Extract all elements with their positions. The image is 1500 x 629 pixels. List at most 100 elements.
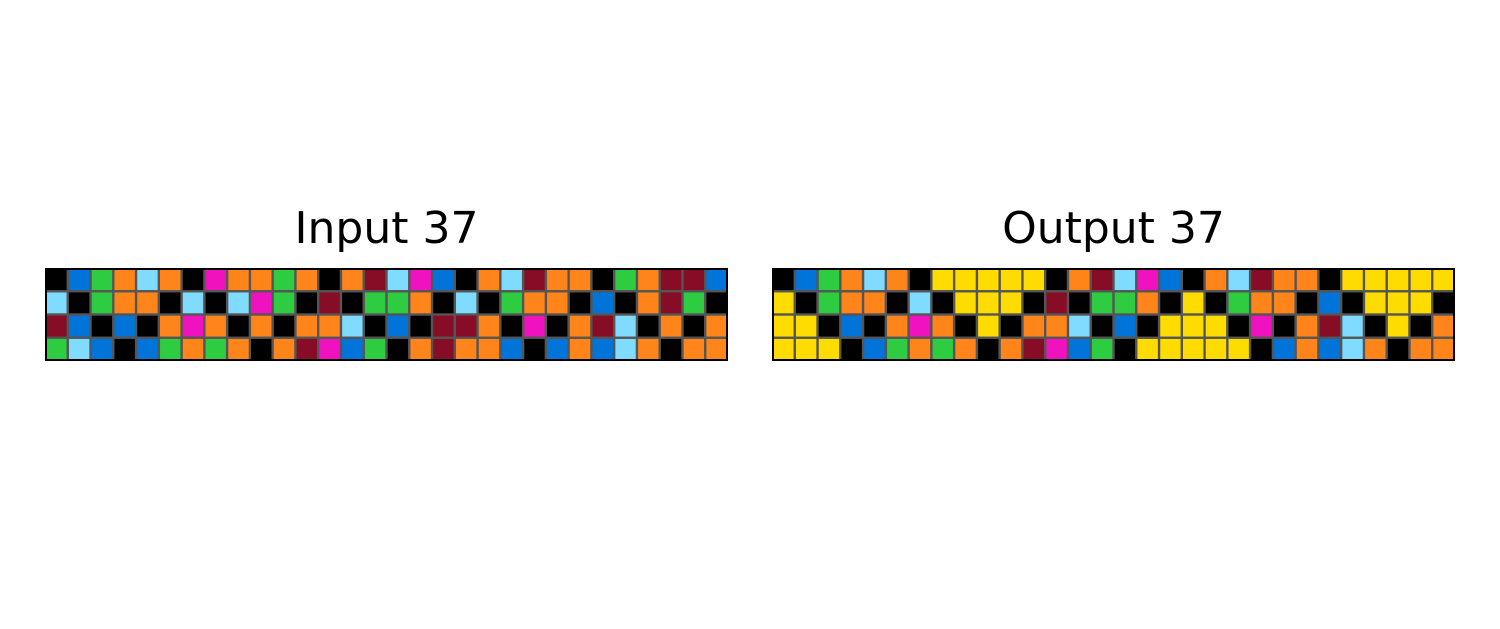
output-cell-r3-c9 [978, 339, 998, 360]
input-cell-r1-c15 [388, 292, 408, 313]
input-cell-r3-c14 [365, 339, 385, 360]
input-cell-r2-c13 [342, 316, 362, 337]
input-cell-r0-c12 [319, 269, 339, 290]
output-cell-r0-c15 [1115, 269, 1135, 290]
output-cell-r3-c15 [1115, 339, 1135, 360]
input-cell-r2-c25 [615, 316, 635, 337]
output-cell-r3-c6 [910, 339, 930, 360]
output-cell-r1-c8 [955, 292, 975, 313]
input-cell-r3-c21 [524, 339, 544, 360]
input-cell-r2-c8 [228, 316, 248, 337]
output-cell-r0-c29 [1433, 269, 1453, 290]
output-cell-r1-c4 [864, 292, 884, 313]
output-cell-r2-c0 [773, 316, 793, 337]
output-cell-r1-c5 [887, 292, 907, 313]
output-cell-r3-c28 [1411, 339, 1431, 360]
output-cell-r1-c19 [1206, 292, 1226, 313]
output-cell-r3-c24 [1320, 339, 1340, 360]
input-cell-r1-c6 [183, 292, 203, 313]
input-cell-r2-c11 [297, 316, 317, 337]
input-cell-r3-c9 [251, 339, 271, 360]
output-cell-r1-c20 [1229, 292, 1249, 313]
input-cell-r1-c10 [274, 292, 294, 313]
input-cell-r2-c6 [183, 316, 203, 337]
output-cell-r2-c27 [1388, 316, 1408, 337]
output-cell-r1-c25 [1342, 292, 1362, 313]
output-cell-r1-c27 [1388, 292, 1408, 313]
output-cell-r3-c4 [864, 339, 884, 360]
output-cell-r0-c17 [1160, 269, 1180, 290]
input-cell-r1-c21 [524, 292, 544, 313]
input-cell-r2-c5 [160, 316, 180, 337]
input-cell-r2-c17 [433, 316, 453, 337]
output-cell-r3-c27 [1388, 339, 1408, 360]
output-cell-r0-c11 [1024, 269, 1044, 290]
output-cell-r0-c28 [1411, 269, 1431, 290]
input-cell-r3-c1 [69, 339, 89, 360]
input-cell-r1-c26 [638, 292, 658, 313]
input-cell-r1-c13 [342, 292, 362, 313]
output-cell-r0-c14 [1092, 269, 1112, 290]
input-cell-r1-c2 [92, 292, 112, 313]
input-cell-r3-c6 [183, 339, 203, 360]
input-cell-r0-c25 [615, 269, 635, 290]
input-grid [45, 268, 728, 361]
input-cell-r2-c18 [456, 316, 476, 337]
input-cell-r1-c25 [615, 292, 635, 313]
output-cell-r2-c15 [1115, 316, 1135, 337]
output-cell-r2-c26 [1365, 316, 1385, 337]
input-cell-r3-c8 [228, 339, 248, 360]
output-cell-r3-c13 [1069, 339, 1089, 360]
output-cell-r2-c14 [1092, 316, 1112, 337]
input-cell-r3-c28 [684, 339, 704, 360]
input-cell-r2-c14 [365, 316, 385, 337]
output-cell-r3-c14 [1092, 339, 1112, 360]
input-cell-r1-c1 [69, 292, 89, 313]
input-cell-r1-c3 [115, 292, 135, 313]
output-cell-r2-c20 [1229, 316, 1249, 337]
input-cell-r2-c16 [410, 316, 430, 337]
input-cell-r1-c16 [410, 292, 430, 313]
input-cell-r2-c20 [502, 316, 522, 337]
input-cell-r1-c22 [547, 292, 567, 313]
input-cell-r3-c0 [46, 339, 66, 360]
output-cell-r3-c1 [796, 339, 816, 360]
input-cell-r1-c14 [365, 292, 385, 313]
output-cell-r1-c28 [1411, 292, 1431, 313]
output-cell-r1-c24 [1320, 292, 1340, 313]
input-cell-r3-c11 [297, 339, 317, 360]
output-cell-r0-c2 [819, 269, 839, 290]
input-cell-r2-c27 [661, 316, 681, 337]
input-cell-r1-c23 [570, 292, 590, 313]
input-cell-r0-c5 [160, 269, 180, 290]
input-cell-r0-c24 [593, 269, 613, 290]
output-cell-r1-c12 [1046, 292, 1066, 313]
output-cell-r0-c5 [887, 269, 907, 290]
output-cell-r0-c27 [1388, 269, 1408, 290]
input-cell-r3-c3 [115, 339, 135, 360]
input-cell-r3-c4 [137, 339, 157, 360]
input-cell-r1-c27 [661, 292, 681, 313]
input-cell-r1-c8 [228, 292, 248, 313]
input-cell-r2-c12 [319, 316, 339, 337]
output-cell-r0-c10 [1001, 269, 1021, 290]
input-cell-r3-c16 [410, 339, 430, 360]
output-cell-r1-c10 [1001, 292, 1021, 313]
output-cell-r3-c0 [773, 339, 793, 360]
input-cell-r0-c9 [251, 269, 271, 290]
output-cell-r0-c22 [1274, 269, 1294, 290]
output-cell-r1-c15 [1115, 292, 1135, 313]
input-cell-r0-c11 [297, 269, 317, 290]
input-cell-r0-c28 [684, 269, 704, 290]
output-cell-r2-c3 [842, 316, 862, 337]
output-cell-r2-c23 [1297, 316, 1317, 337]
input-cell-r0-c10 [274, 269, 294, 290]
output-cell-r1-c13 [1069, 292, 1089, 313]
input-cell-r1-c5 [160, 292, 180, 313]
input-cell-r2-c1 [69, 316, 89, 337]
output-cell-r0-c20 [1229, 269, 1249, 290]
input-cell-r0-c7 [206, 269, 226, 290]
input-cell-r3-c2 [92, 339, 112, 360]
output-cell-r2-c7 [933, 316, 953, 337]
output-cell-r2-c19 [1206, 316, 1226, 337]
